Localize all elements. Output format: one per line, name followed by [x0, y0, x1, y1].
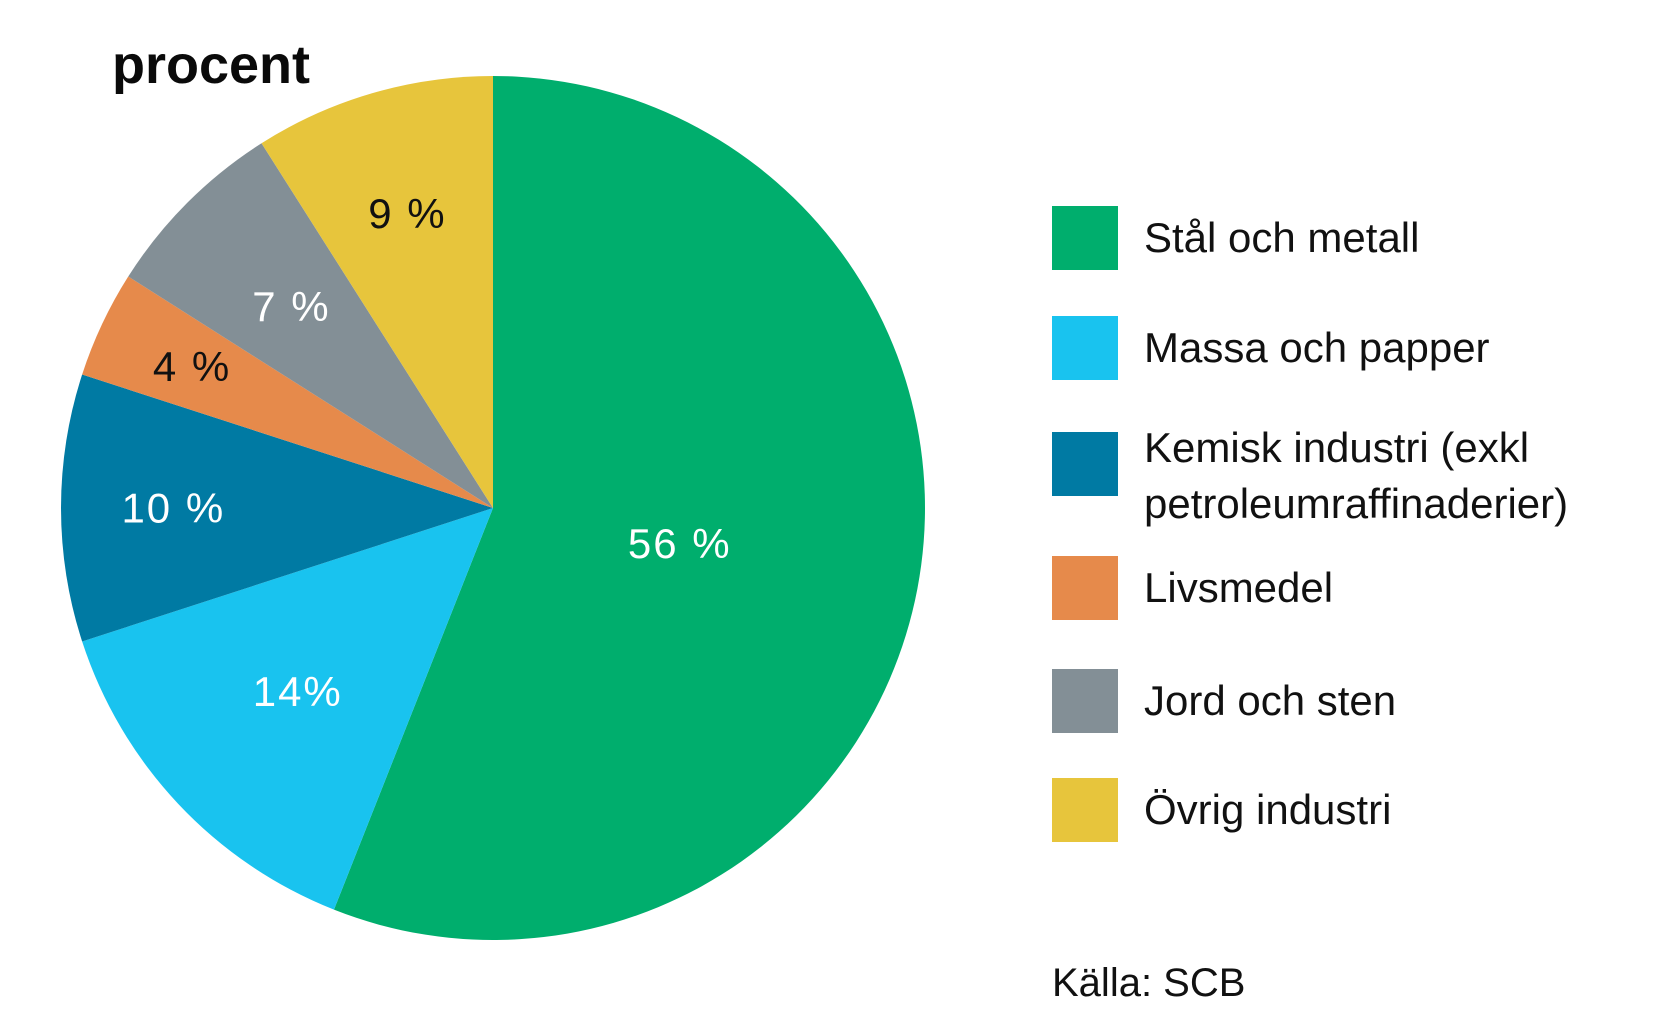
pie-chart: 56 % 14% 10 % 4 % 7 % 9 % — [60, 76, 926, 940]
legend: Stål och metall Massa och papper Kemisk in… — [1052, 0, 1652, 1035]
pie-slice-label-4: 7 % — [252, 283, 330, 330]
pie-slice-3 — [82, 276, 493, 508]
pie-slice-label-3: 4 % — [153, 343, 231, 390]
legend-label-3: Livsmedel — [1144, 564, 1334, 611]
pie-slice-1 — [82, 508, 493, 910]
pie-slice-label-5: 9 % — [368, 190, 446, 237]
legend-label-5: Övrig industri — [1144, 786, 1392, 833]
legend-swatch-4 — [1052, 669, 1118, 733]
pie-slice-5 — [261, 76, 493, 508]
legend-swatch-5 — [1052, 778, 1118, 842]
pie-slice-4 — [128, 143, 493, 508]
pie-slices — [60, 76, 926, 940]
pie-labels: 56 % 14% 10 % 4 % 7 % 9 % — [121, 190, 732, 715]
pie-slice-label-2: 10 % — [121, 485, 225, 532]
pie-slice-2 — [60, 374, 493, 642]
legend-swatch-2 — [1052, 432, 1118, 496]
legend-swatch-3 — [1052, 556, 1118, 620]
pie-slice-0 — [333, 76, 926, 940]
source-note: Källa: SCB — [1052, 961, 1246, 1005]
legend-swatch-0 — [1052, 206, 1118, 270]
legend-swatch-1 — [1052, 316, 1118, 380]
legend-label-0: Stål och metall — [1144, 214, 1420, 261]
pie-slice-label-1: 14% — [253, 668, 343, 715]
legend-label-1: Massa och papper — [1144, 324, 1490, 371]
pie-slice-label-0: 56 % — [628, 520, 732, 567]
chart-title: procent — [112, 35, 311, 95]
legend-label-2: Kemisk industri (exkl petroleumraffinade… — [1144, 424, 1569, 527]
legend-label-4: Jord och sten — [1144, 677, 1397, 724]
